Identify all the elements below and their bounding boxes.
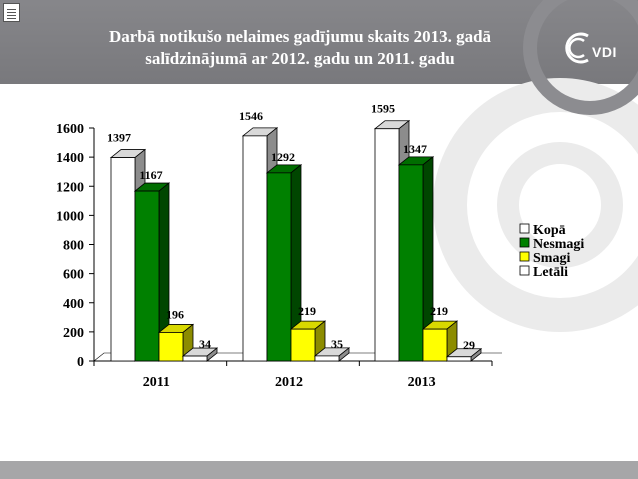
decor-ring-header <box>523 0 638 115</box>
legend-label: Letāli <box>533 265 568 280</box>
data-label: 1546 <box>239 109 263 123</box>
data-label: 219 <box>430 304 448 318</box>
data-label: 1167 <box>139 168 162 182</box>
bar-smagi-2011 <box>158 332 184 362</box>
x-tick-label: 2012 <box>275 375 303 390</box>
slide-footer <box>0 461 638 479</box>
x-tick-label: 2011 <box>143 375 170 390</box>
legend-label: Kopā <box>533 223 566 238</box>
floor-line <box>93 352 502 362</box>
data-label: 196 <box>166 307 184 321</box>
legend-label: Nesmagi <box>533 237 584 252</box>
title-line-1: Darbā notikušo nelaimes gadījumu skaits … <box>108 27 492 46</box>
bar-smagi-2013 <box>422 328 448 362</box>
data-label: 1347 <box>403 142 427 156</box>
decor-ring-inner <box>497 142 623 268</box>
bar-kopā-2013 <box>374 128 400 362</box>
data-labels: 1397 1167 196 34 1546 1292 219 35 1595 1347 219 29 <box>107 102 475 352</box>
y-tick-label: 600 <box>63 268 84 283</box>
bars <box>109 119 483 362</box>
legend-swatch <box>519 223 530 234</box>
title-line-2: salīdzinājumā ar 2012. gadu un 2011. gad… <box>145 49 455 68</box>
y-tick-label: 1400 <box>56 151 84 166</box>
y-tick-label: 400 <box>63 297 84 312</box>
bar-nesmagi-2011 <box>134 190 160 362</box>
bar-nesmagi-2013 <box>398 164 424 362</box>
legend-label: Smagi <box>533 251 570 266</box>
y-tick-label: 1200 <box>56 180 84 195</box>
bar-smagi-2012 <box>290 328 316 362</box>
data-label: 35 <box>331 337 343 351</box>
legend-swatch <box>519 251 530 262</box>
legend-swatch <box>519 265 530 276</box>
data-label: 1595 <box>371 102 395 116</box>
y-tick-label: 0 <box>77 355 84 370</box>
data-label: 1292 <box>271 150 295 164</box>
data-label: 29 <box>463 338 475 352</box>
bar-kopā-2012 <box>242 135 268 362</box>
vdi-logo-text: VDI <box>592 44 617 60</box>
data-label: 34 <box>199 337 211 351</box>
bar-letāli-2011 <box>182 355 208 362</box>
y-tick-label: 1600 <box>56 122 84 137</box>
bar-kopā-2011 <box>110 157 136 362</box>
bar-letāli-2012 <box>314 355 340 362</box>
vdi-logo-icon <box>565 32 589 64</box>
notes-icon[interactable] <box>3 3 20 22</box>
y-tick-label: 1000 <box>56 209 84 224</box>
x-tick-label: 2013 <box>408 375 436 390</box>
data-label: 219 <box>298 304 316 318</box>
bar-nesmagi-2012 <box>266 172 292 362</box>
bar-letāli-2013 <box>446 356 472 362</box>
data-label: 1397 <box>107 131 131 145</box>
legend-swatch <box>519 237 530 248</box>
y-axis: 0 200 400 600 800 1000 1200 1400 1600 <box>56 122 95 370</box>
slide-title: Darbā notikušo nelaimes gadījumu skaits … <box>40 26 560 70</box>
y-tick-label: 200 <box>63 326 84 341</box>
y-tick-label: 800 <box>63 239 84 254</box>
